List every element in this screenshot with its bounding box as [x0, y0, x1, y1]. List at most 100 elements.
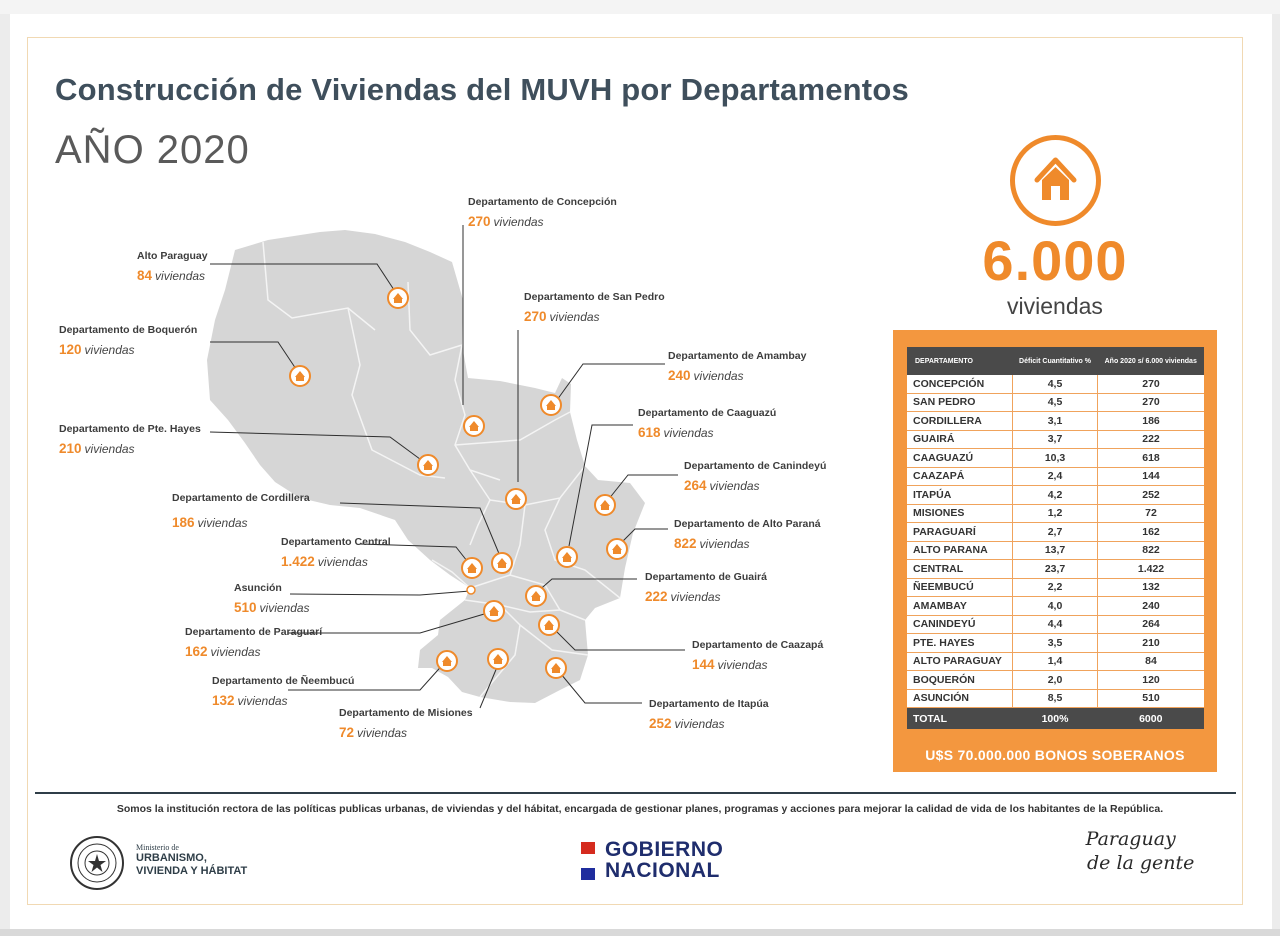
- table-row: MISIONES 1,2 72: [907, 504, 1204, 523]
- house-marker-icon: [487, 648, 509, 670]
- department-borders: [262, 241, 621, 698]
- ministry-seal-logo: [70, 836, 124, 890]
- paraguay-map: [207, 225, 685, 709]
- map-label-cordillera: Departamento de Cordillera 186 viviendas: [172, 492, 310, 530]
- map-label-alto-paraguay: Alto Paraguay 84 viviendas: [137, 250, 208, 283]
- map-label-canindeyu: Departamento de Canindeyú 264 viviendas: [684, 460, 827, 493]
- table-cell: 8,5: [1012, 689, 1098, 708]
- table-cell: ÑEEMBUCÚ: [907, 578, 1014, 597]
- ministry-logo-text: Ministerio de URBANISMO, VIVIENDA Y HÁBI…: [136, 843, 248, 877]
- table-cell: 3,5: [1012, 633, 1098, 653]
- paraguay-de-la-gente-logo: Paraguay de la gente: [1085, 828, 1195, 874]
- house-marker-icon: [466, 585, 476, 595]
- table-cell: MISIONES: [907, 504, 1014, 523]
- table-cell: 210: [1097, 633, 1204, 653]
- table-row: GUAIRÁ 3,7 222: [907, 430, 1204, 449]
- table-cell: 240: [1097, 596, 1204, 616]
- table-row: SAN PEDRO 4,5 270: [907, 393, 1204, 412]
- house-marker-icon: [505, 488, 527, 510]
- house-marker-icon: [525, 585, 547, 607]
- table-cell: 186: [1097, 411, 1204, 431]
- map-label-caaguazu: Departamento de Caaguazú 618 viviendas: [638, 407, 777, 440]
- map-label-misiones: Departamento de Misiones 72 viviendas: [339, 707, 473, 740]
- table-cell: 3,1: [1012, 411, 1098, 431]
- map-label-itapua: Departamento de Itapúa 252 viviendas: [649, 698, 769, 731]
- map-label-paraguari: Departamento de Paraguarí 162 viviendas: [185, 626, 323, 659]
- gobierno-nacional-logo: GOBIERNO NACIONAL: [605, 838, 724, 882]
- table-row: CONCEPCIÓN 4,5 270: [907, 375, 1204, 394]
- table-cell: 510: [1097, 689, 1204, 708]
- map-label-caazapa: Departamento de Caazapá 144 viviendas: [692, 639, 824, 672]
- bottom-bar: [0, 929, 1280, 936]
- table-cell: 2,0: [1012, 670, 1098, 690]
- table-total-row: TOTAL 100% 6000: [907, 707, 1204, 729]
- table-cell: 132: [1097, 578, 1204, 597]
- table-cell: CANINDEYÚ: [907, 615, 1014, 634]
- map-label-guaira: Departamento de Guairá 222 viviendas: [645, 571, 767, 604]
- house-marker-icon: [289, 365, 311, 387]
- table-cell: 10,3: [1012, 448, 1098, 468]
- table-row: ÑEEMBUCÚ 2,2 132: [907, 578, 1204, 597]
- table-cell: CAAZAPÁ: [907, 467, 1014, 486]
- table-cell: 4,5: [1012, 393, 1098, 412]
- table-total-cell: 100%: [1012, 707, 1098, 729]
- table-cell: 4,4: [1012, 615, 1098, 634]
- table-cell: 1,4: [1012, 652, 1098, 671]
- house-marker-icon: [387, 287, 409, 309]
- table-cell: 2,4: [1012, 467, 1098, 486]
- house-marker-icon: [436, 650, 458, 672]
- table-row: PARAGUARÍ 2,7 162: [907, 522, 1204, 542]
- gobierno-flag-icon: [581, 842, 595, 880]
- table-cell: SAN PEDRO: [907, 393, 1014, 412]
- table-row: ALTO PARANA 13,7 822: [907, 541, 1204, 560]
- footer-divider: [35, 792, 1236, 794]
- table-row: CORDILLERA 3,1 186: [907, 411, 1204, 431]
- table-cell: ALTO PARAGUAY: [907, 652, 1014, 671]
- house-marker-icon: [545, 657, 567, 679]
- table-cell: PTE. HAYES: [907, 633, 1014, 653]
- table-row: CANINDEYÚ 4,4 264: [907, 615, 1204, 634]
- table-cell: 144: [1097, 467, 1204, 486]
- table-cell: 264: [1097, 615, 1204, 634]
- table-row: PTE. HAYES 3,5 210: [907, 633, 1204, 653]
- table-cell: 72: [1097, 504, 1204, 523]
- mission-statement: Somos la institución rectora de las polí…: [116, 803, 1164, 815]
- total-houses-unit: viviendas: [1007, 293, 1103, 319]
- table-cell: CENTRAL: [907, 559, 1014, 579]
- table-cell: PARAGUARÍ: [907, 522, 1014, 542]
- house-marker-icon: [463, 415, 485, 437]
- house-marker-icon: [556, 546, 578, 568]
- table-header: DEPARTAMENTO: [907, 347, 1013, 375]
- table-cell: 23,7: [1012, 559, 1098, 579]
- map-label-neembucu: Departamento de Ñeembucú 132 viviendas: [212, 675, 355, 708]
- table-row: CAAZAPÁ 2,4 144: [907, 467, 1204, 486]
- table-cell: 618: [1097, 448, 1204, 468]
- table-row: CAAGUAZÚ 10,3 618: [907, 448, 1204, 468]
- page-subtitle: AÑO 2020: [55, 128, 250, 172]
- table-cell: 822: [1097, 541, 1204, 560]
- table-cell: 270: [1097, 375, 1204, 394]
- table-total-cell: TOTAL: [907, 707, 1013, 729]
- table-cell: ALTO PARANA: [907, 541, 1014, 560]
- map-label-central: Departamento Central 1.422 viviendas: [281, 536, 391, 569]
- map-label-amambay: Departamento de Amambay 240 viviendas: [668, 350, 807, 383]
- table-cell: GUAIRÁ: [907, 430, 1014, 449]
- map-label-pte-hayes: Departamento de Pte. Hayes 210 viviendas: [59, 423, 201, 456]
- table-row: BOQUERÓN 2,0 120: [907, 670, 1204, 690]
- table-cell: 4,2: [1012, 485, 1098, 505]
- house-marker-icon: [417, 454, 439, 476]
- house-icon: [1010, 135, 1101, 226]
- table-cell: 162: [1097, 522, 1204, 542]
- table-cell: ASUNCIÓN: [907, 689, 1014, 708]
- bonos-soberanos-text: U$S 70.000.000 BONOS SOBERANOS: [925, 747, 1185, 763]
- table-cell: 3,7: [1012, 430, 1098, 449]
- table-cell: CONCEPCIÓN: [907, 375, 1014, 394]
- table-cell: 2,7: [1012, 522, 1098, 542]
- table-cell: AMAMBAY: [907, 596, 1014, 616]
- house-marker-icon: [540, 394, 562, 416]
- table-row: CENTRAL 23,7 1.422: [907, 559, 1204, 579]
- total-houses: 6.000: [982, 229, 1128, 292]
- house-marker-icon: [491, 552, 513, 574]
- table-total-cell: 6000: [1097, 707, 1204, 729]
- house-marker-icon: [538, 614, 560, 636]
